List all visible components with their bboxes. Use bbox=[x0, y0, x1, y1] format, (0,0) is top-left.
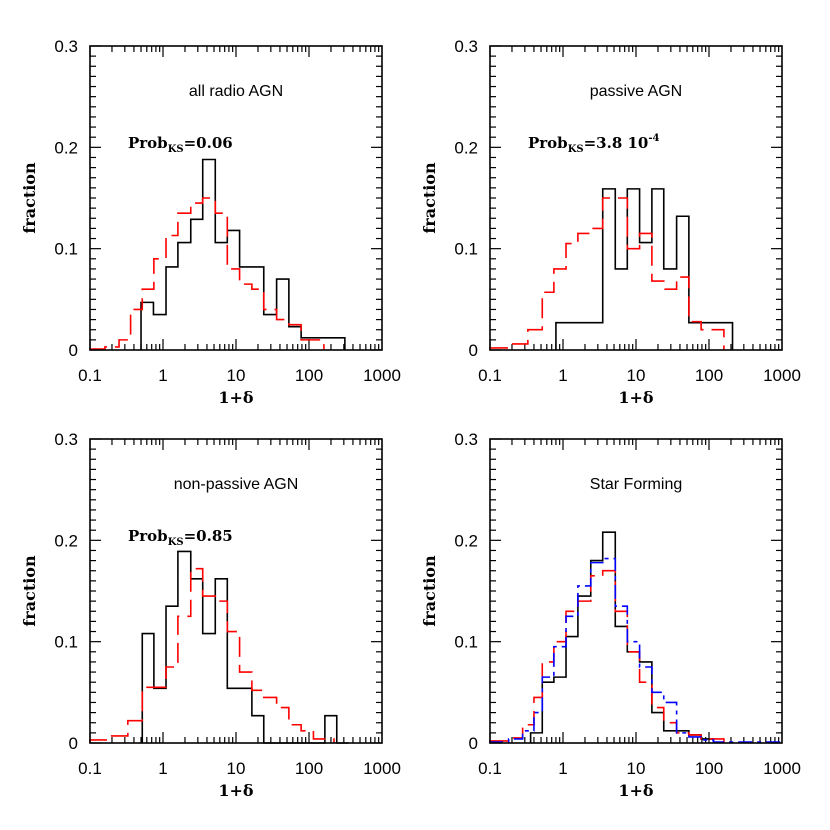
axis-ticks bbox=[489, 438, 782, 744]
panel-title: Star Forming bbox=[590, 476, 682, 493]
ks-probability: ProbKS=3.8 10-4 bbox=[528, 133, 660, 155]
y-tick-label: 0.3 bbox=[54, 430, 78, 449]
histogram-red bbox=[489, 197, 725, 350]
x-tick-label: 100 bbox=[295, 366, 323, 385]
y-tick-label: 0.1 bbox=[54, 240, 78, 259]
plot-frame bbox=[89, 45, 383, 351]
ks-probability: ProbKS=0.85 bbox=[128, 527, 233, 548]
x-tick-label: 10 bbox=[627, 366, 646, 385]
y-tick-label: 0.1 bbox=[454, 240, 478, 259]
x-tick-label: 1000 bbox=[363, 759, 401, 778]
panel-title: all radio AGN bbox=[189, 83, 283, 100]
x-tick-label: 0.1 bbox=[78, 366, 102, 385]
histogram-black bbox=[140, 158, 346, 350]
y-tick-label: 0 bbox=[69, 734, 78, 753]
y-tick-label: 0.3 bbox=[454, 430, 478, 449]
x-tick-label: 1 bbox=[158, 759, 167, 778]
panel-3: 0.1 1 10 100 100000.10.20.31+δfractionnon-pa… bbox=[20, 430, 401, 800]
x-tick-label: 100 bbox=[295, 759, 323, 778]
y-tick-label: 0.2 bbox=[54, 531, 78, 550]
plot-frame bbox=[489, 45, 783, 351]
y-tick-label: 0.2 bbox=[54, 138, 78, 157]
histogram-black bbox=[555, 188, 734, 350]
x-tick-label: 1000 bbox=[363, 366, 401, 385]
x-axis-label: 1+δ bbox=[218, 781, 254, 800]
y-tick-label: 0 bbox=[469, 734, 478, 753]
y-tick-label: 0 bbox=[469, 341, 478, 360]
y-tick-label: 0.1 bbox=[54, 633, 78, 652]
x-tick-label: 0.1 bbox=[478, 366, 502, 385]
plot-frame bbox=[89, 438, 383, 744]
y-tick-label: 0.3 bbox=[54, 37, 78, 56]
y-tick-label: 0 bbox=[69, 341, 78, 360]
y-tick-label: 0.1 bbox=[454, 633, 478, 652]
histogram-black bbox=[529, 531, 715, 743]
axis-ticks bbox=[89, 45, 382, 351]
x-axis-label: 1+δ bbox=[618, 781, 654, 800]
x-tick-label: 0.1 bbox=[78, 759, 102, 778]
x-tick-label: 100 bbox=[695, 759, 723, 778]
x-axis-label: 1+δ bbox=[618, 388, 654, 407]
panel-title: passive AGN bbox=[590, 83, 682, 100]
x-tick-label: 10 bbox=[627, 759, 646, 778]
y-tick-label: 0.3 bbox=[454, 37, 478, 56]
y-tick-label: 0.2 bbox=[454, 531, 478, 550]
y-axis-label: fraction bbox=[20, 162, 39, 234]
x-tick-label: 1 bbox=[558, 366, 567, 385]
plot-frame bbox=[489, 438, 783, 744]
histogram-red bbox=[489, 569, 725, 743]
x-tick-label: 1 bbox=[558, 759, 567, 778]
histogram-red bbox=[89, 567, 335, 743]
x-tick-label: 1000 bbox=[763, 759, 801, 778]
histogram-red bbox=[89, 197, 325, 350]
ks-probability: ProbKS=0.06 bbox=[128, 134, 233, 155]
y-axis-label: fraction bbox=[20, 555, 39, 627]
x-tick-label: 0.1 bbox=[478, 759, 502, 778]
panel-title: non-passive AGN bbox=[174, 476, 299, 493]
histogram-blue bbox=[489, 557, 783, 743]
x-axis-label: 1+δ bbox=[218, 388, 254, 407]
histogram-black bbox=[141, 550, 349, 744]
panel-2: 0.1 1 10 100 100000.10.20.31+δfractionpassiv… bbox=[420, 37, 801, 407]
x-tick-label: 10 bbox=[227, 759, 246, 778]
x-tick-label: 1000 bbox=[763, 366, 801, 385]
y-tick-label: 0.2 bbox=[454, 138, 478, 157]
y-axis-label: fraction bbox=[420, 555, 439, 627]
x-tick-label: 1 bbox=[158, 366, 167, 385]
x-tick-label: 10 bbox=[227, 366, 246, 385]
x-tick-label: 100 bbox=[695, 366, 723, 385]
y-axis-label: fraction bbox=[420, 162, 439, 234]
